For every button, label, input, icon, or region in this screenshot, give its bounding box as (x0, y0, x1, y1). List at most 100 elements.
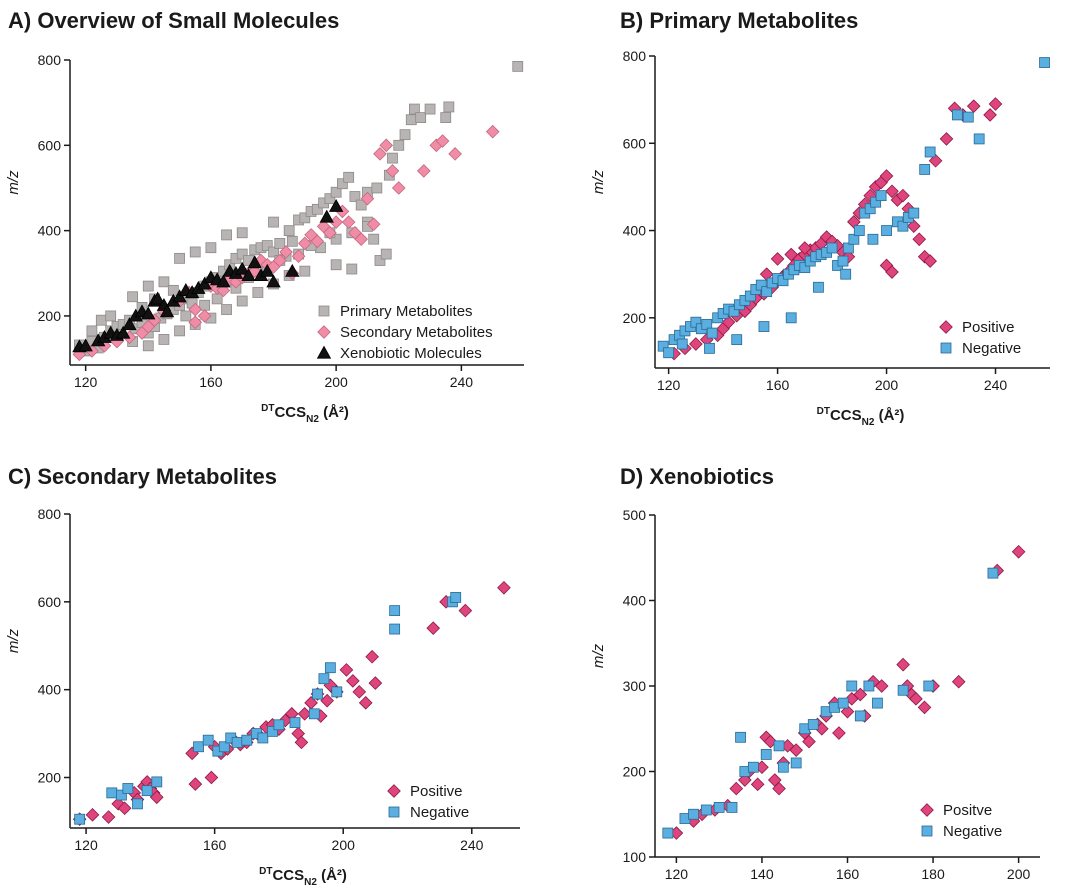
data-point (872, 697, 883, 709)
data-point (759, 267, 774, 281)
data-point (854, 710, 866, 722)
data-point (448, 147, 462, 161)
data-point (188, 315, 203, 330)
legend-marker (388, 806, 400, 818)
data-point (150, 291, 165, 305)
data-point (188, 302, 203, 317)
chart-panel-4: D) Xenobiotics 120 140 160 180 200 100 200 300 40… (590, 464, 1040, 882)
data-point (346, 263, 358, 275)
x-axis-label-unit: (Å²) (319, 404, 349, 421)
chart-panel-2: B) Primary Metabolites 120 160 200 240 200 400… (590, 8, 1050, 428)
legend-label: Primary Metabolites (340, 303, 473, 320)
data-point (826, 242, 838, 254)
data-point (158, 276, 170, 288)
legend: Primary Metabolites Secondary Metabolites… (316, 303, 493, 362)
data-point (323, 225, 337, 240)
legend-label: Xenobiotic Molecules (340, 345, 482, 362)
data-point (676, 338, 688, 350)
series-negative (657, 57, 1050, 359)
data-point (777, 275, 789, 287)
data-point (755, 279, 767, 291)
data-point (973, 133, 985, 145)
data-point (729, 781, 744, 796)
data-point (497, 580, 511, 595)
data-point (374, 255, 386, 266)
data-point (951, 109, 963, 121)
data-point (747, 761, 759, 773)
data-point (966, 99, 981, 113)
data-point (713, 802, 725, 813)
y-tick-label: 100 (623, 849, 647, 865)
data-point (365, 649, 379, 664)
data-point (837, 255, 849, 267)
x-tick-label: 240 (984, 377, 1008, 393)
data-point (95, 314, 107, 326)
x-tick-label: 200 (332, 837, 356, 853)
data-point (371, 182, 383, 194)
data-point (385, 164, 400, 178)
data-point (909, 692, 923, 706)
data-point (297, 707, 312, 721)
legend-marker (940, 342, 952, 354)
data-point (391, 181, 406, 195)
data-point (257, 732, 269, 744)
legend: Positive Negative (387, 783, 469, 821)
data-point (988, 97, 1003, 111)
series-negative (662, 567, 999, 839)
data-point (355, 199, 367, 211)
data-point (450, 592, 462, 603)
data-point (283, 225, 295, 237)
x-tick-label: 140 (750, 866, 774, 882)
data-point (324, 193, 336, 205)
data-point (279, 245, 293, 259)
data-point (285, 263, 300, 277)
data-point (663, 347, 675, 359)
data-point (760, 749, 772, 760)
data-point (216, 274, 231, 288)
legend-label: Secondary Metabolites (340, 324, 493, 341)
data-point (435, 134, 450, 148)
data-point (700, 804, 712, 816)
data-point (987, 567, 999, 579)
x-tick-label: 120 (74, 837, 98, 853)
x-tick-label: 120 (74, 374, 98, 390)
x-axis-label-subscript: N2 (304, 877, 317, 888)
data-point (299, 265, 311, 277)
data-point (368, 233, 380, 245)
data-point (330, 186, 342, 198)
x-axis-label-subscript: N2 (306, 414, 319, 425)
data-point (174, 252, 185, 264)
y-tick-label: 400 (623, 593, 647, 609)
x-tick-label: 120 (657, 377, 681, 393)
data-point (721, 315, 736, 329)
data-point (917, 700, 932, 715)
y-tick-label: 600 (38, 137, 62, 153)
legend-marker (939, 320, 953, 334)
data-point (1011, 544, 1026, 559)
legend-label: Negative (962, 340, 1021, 357)
data-point (241, 268, 256, 282)
data-point (142, 280, 154, 292)
data-point (343, 171, 355, 183)
data-point (235, 261, 250, 275)
data-point (416, 164, 431, 178)
data-point (761, 286, 773, 298)
x-axis-label-superscript: DT (817, 406, 830, 417)
data-point (744, 290, 756, 302)
data-point (881, 225, 892, 236)
x-axis-label: DTCCSN2 (Å²) (817, 406, 905, 428)
data-point (312, 688, 323, 700)
data-point (86, 325, 98, 337)
y-tick-label: 400 (38, 223, 62, 239)
legend-marker (317, 325, 331, 339)
x-tick-label: 180 (921, 866, 945, 882)
y-tick-label: 800 (38, 506, 62, 522)
y-tick-label: 800 (623, 48, 647, 64)
x-tick-label: 160 (836, 866, 860, 882)
panel-title: B) Primary Metabolites (620, 8, 858, 33)
data-point (415, 112, 427, 123)
data-point (389, 623, 401, 635)
data-point (750, 777, 765, 792)
data-point (236, 227, 248, 239)
data-point (159, 304, 175, 318)
